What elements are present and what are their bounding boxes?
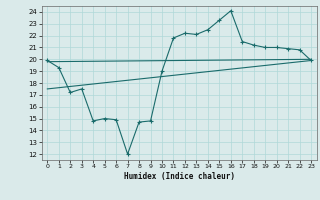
X-axis label: Humidex (Indice chaleur): Humidex (Indice chaleur) (124, 172, 235, 181)
